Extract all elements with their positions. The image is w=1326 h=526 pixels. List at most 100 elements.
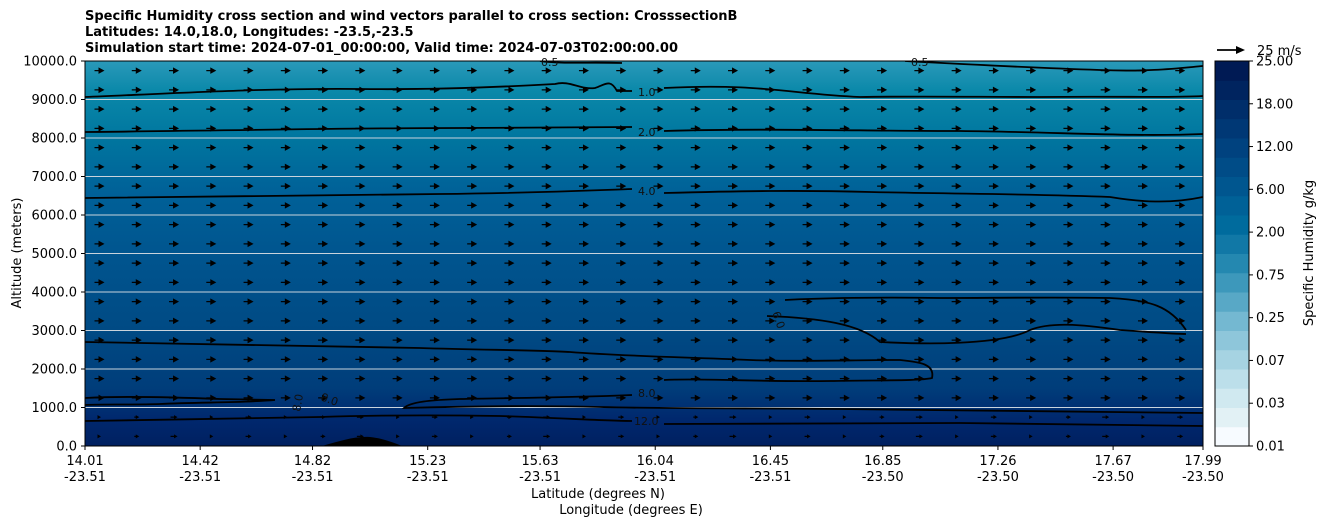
wind-arrow — [955, 163, 962, 171]
wind-arrow — [881, 86, 888, 94]
wind-arrow — [1030, 356, 1037, 363]
wind-arrow — [620, 298, 627, 305]
quiver-key: 25 m/s — [1217, 44, 1302, 59]
wind-arrow — [1141, 336, 1148, 344]
colorbar-band — [1215, 330, 1249, 351]
wind-arrow — [881, 202, 888, 209]
y-tick-label: 7000.0 — [32, 170, 78, 185]
wind-arrow — [694, 434, 699, 439]
wind-arrow — [992, 259, 999, 267]
wind-arrow — [396, 434, 400, 439]
wind-arrow — [620, 415, 625, 420]
wind-arrow — [135, 182, 142, 190]
wind-arrow — [1104, 163, 1111, 171]
wind-arrow — [843, 221, 850, 228]
wind-arrow — [470, 434, 474, 439]
wind-arrow — [657, 240, 664, 248]
y-axis-label: Altitude (meters) — [10, 198, 25, 309]
wind-arrow — [955, 336, 962, 344]
wind-arrow — [210, 240, 217, 248]
wind-arrow — [732, 394, 739, 402]
wind-arrow — [620, 67, 627, 74]
colorbar-band — [1215, 292, 1249, 312]
wind-arrow — [918, 336, 925, 344]
contour-label-6.0: 6.0 — [769, 310, 787, 331]
wind-arrow — [508, 202, 515, 209]
wind-arrow — [173, 182, 180, 190]
terrain — [322, 436, 402, 446]
wind-arrow — [434, 434, 438, 439]
x-tick-label-lat: 14.42 — [182, 454, 219, 469]
wind-arrow — [1141, 105, 1148, 113]
wind-arrow — [284, 105, 291, 113]
wind-arrow — [247, 356, 254, 363]
x-tick-label-lat: 15.63 — [521, 454, 558, 469]
wind-arrow — [97, 434, 101, 439]
contour-label-12.0: 12.0 — [634, 415, 659, 428]
wind-arrow — [98, 317, 105, 325]
wind-arrow — [284, 163, 291, 171]
wind-arrow — [1030, 86, 1037, 94]
wind-arrow — [359, 394, 366, 402]
wind-arrow — [620, 182, 627, 190]
wind-arrow — [1067, 240, 1074, 248]
contour-label-8.0-a: 8.0 — [638, 387, 656, 400]
wind-arrow — [1067, 105, 1074, 113]
wind-arrow — [284, 221, 291, 228]
wind-arrow — [620, 221, 627, 228]
wind-arrow — [768, 415, 773, 420]
x-tick-label-lat: 16.85 — [864, 454, 901, 469]
contour-label-0.5-b: 0.5 — [911, 56, 929, 69]
wind-arrow — [769, 163, 776, 171]
wind-arrow — [1030, 298, 1037, 305]
wind-arrow — [359, 105, 366, 113]
wind-arrow — [135, 105, 142, 113]
wind-arrow — [843, 394, 850, 402]
wind-arrow — [843, 279, 850, 286]
wind-arrow — [545, 105, 552, 113]
wind-arrow — [806, 105, 813, 113]
wind-arrow — [98, 67, 105, 74]
wind-arrow — [1030, 105, 1037, 113]
wind-arrow — [582, 415, 586, 420]
wind-arrow — [657, 356, 664, 363]
wind-arrow — [694, 105, 701, 113]
wind-arrow — [1141, 221, 1148, 228]
x-tick-label-lon: -23.51 — [179, 470, 221, 485]
wind-arrow — [769, 202, 776, 209]
wind-arrow — [396, 67, 403, 74]
wind-arrow — [1067, 279, 1074, 286]
wind-arrow — [881, 163, 888, 171]
wind-arrow — [471, 298, 478, 305]
wind-arrow — [955, 415, 959, 420]
wind-arrow — [322, 259, 329, 267]
wind-arrow — [1141, 375, 1148, 382]
wind-arrow — [1179, 259, 1186, 267]
wind-arrow — [433, 298, 440, 305]
wind-arrow — [135, 259, 142, 267]
wind-arrow — [135, 144, 142, 151]
wind-arrow — [135, 202, 142, 209]
wind-arrow — [582, 105, 589, 113]
contour-8.0-lower — [401, 394, 1203, 414]
colorbar-tick-label: 0.25 — [1256, 311, 1285, 326]
x-tick-label-lat: 17.99 — [1184, 454, 1221, 469]
wind-arrow — [545, 259, 552, 267]
wind-arrow — [1179, 125, 1186, 132]
wind-arrow — [620, 336, 627, 344]
wind-arrow — [210, 67, 217, 74]
wind-arrow — [247, 163, 254, 171]
x-tick-label-lon: -23.51 — [292, 470, 334, 485]
wind-arrow — [769, 259, 776, 267]
wind-arrow — [769, 221, 776, 228]
wind-arrow — [582, 182, 589, 190]
wind-arrow — [992, 356, 999, 363]
wind-arrow — [1104, 144, 1111, 151]
colorbar-tick-label: 0.75 — [1256, 268, 1285, 283]
wind-arrow — [1104, 125, 1111, 132]
wind-arrow — [471, 163, 478, 171]
wind-arrow — [508, 356, 515, 363]
wind-arrow — [1067, 259, 1074, 267]
wind-arrow — [955, 356, 962, 363]
wind-arrow — [284, 144, 291, 151]
